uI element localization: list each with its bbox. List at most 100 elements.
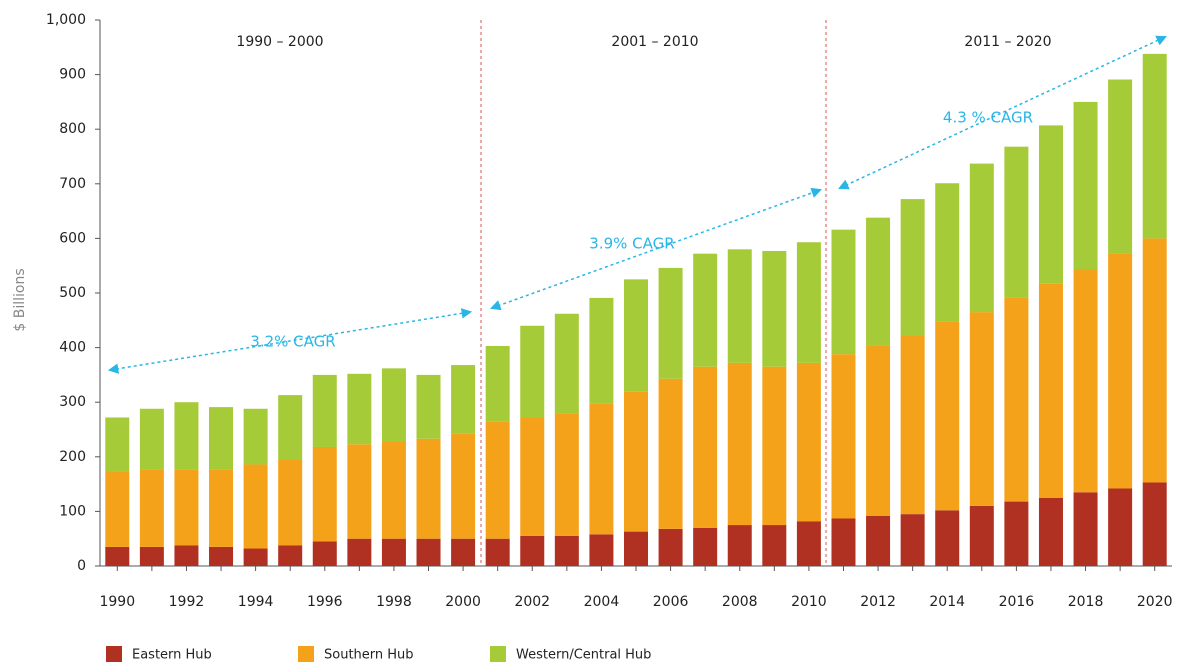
x-tick-label: 2008 bbox=[722, 594, 758, 610]
bar-segment bbox=[1142, 238, 1167, 483]
bar-segment bbox=[1038, 125, 1063, 284]
y-tick-label: 100 bbox=[59, 503, 86, 519]
bar-segment bbox=[1142, 53, 1167, 239]
bar-segment bbox=[866, 515, 891, 566]
bar-segment bbox=[727, 249, 752, 363]
bar-segment bbox=[831, 518, 856, 566]
y-tick-label: 1,000 bbox=[46, 12, 86, 28]
bar-segment bbox=[969, 505, 994, 566]
bar-segment bbox=[935, 321, 960, 511]
y-tick-label: 700 bbox=[59, 176, 86, 192]
bar-segment bbox=[278, 459, 303, 546]
bar-segment bbox=[209, 546, 234, 566]
bar-segment bbox=[485, 345, 510, 422]
bar-segment bbox=[105, 546, 130, 566]
bar-segment bbox=[243, 548, 268, 566]
bar-segment bbox=[831, 354, 856, 519]
bar-segment bbox=[935, 510, 960, 566]
bar-segment bbox=[693, 366, 718, 528]
bar-segment bbox=[347, 373, 372, 445]
bar-segment bbox=[1038, 497, 1063, 566]
bar-segment bbox=[554, 535, 579, 566]
y-tick-label: 800 bbox=[59, 121, 86, 137]
bar-segment bbox=[278, 395, 303, 460]
legend-label: Eastern Hub bbox=[132, 648, 212, 663]
bar-segment bbox=[209, 469, 234, 547]
y-tick-label: 500 bbox=[59, 285, 86, 301]
legend-label: Southern Hub bbox=[324, 648, 414, 663]
bar-segment bbox=[312, 541, 337, 566]
cagr-label: 3.9% CAGR bbox=[589, 235, 674, 253]
x-tick-label: 1994 bbox=[238, 594, 274, 610]
bar-segment bbox=[1108, 79, 1133, 254]
x-tick-label: 2000 bbox=[445, 594, 481, 610]
bar-segment bbox=[935, 183, 960, 322]
legend-swatch bbox=[490, 646, 506, 662]
bar-segment bbox=[1004, 297, 1029, 502]
bar-segment bbox=[624, 279, 648, 392]
y-tick-label: 0 bbox=[77, 558, 86, 574]
x-tick-label: 2014 bbox=[929, 594, 965, 610]
bar-segment bbox=[624, 391, 648, 532]
bar-segment bbox=[796, 362, 821, 522]
bar-segment bbox=[105, 471, 130, 547]
x-tick-label: 2010 bbox=[791, 594, 827, 610]
bar-segment bbox=[900, 514, 925, 566]
legend-swatch bbox=[106, 646, 122, 662]
y-tick-label: 900 bbox=[59, 67, 86, 83]
bar-segment bbox=[589, 534, 614, 566]
bar-segment bbox=[347, 538, 372, 566]
bar-segment bbox=[174, 402, 199, 470]
bar-segment bbox=[1142, 482, 1167, 566]
bar-segment bbox=[520, 535, 545, 566]
bar-segment bbox=[416, 438, 441, 539]
bar-segment bbox=[1108, 253, 1133, 489]
legend-swatch bbox=[298, 646, 314, 662]
cagr-arrow bbox=[107, 308, 473, 374]
bar-segment bbox=[1108, 488, 1133, 566]
bar-segment bbox=[762, 366, 787, 526]
y-tick-label: 200 bbox=[59, 449, 86, 465]
bar-segment bbox=[727, 525, 752, 566]
bar-segment bbox=[866, 345, 891, 516]
x-tick-label: 2016 bbox=[999, 594, 1035, 610]
x-tick-label: 2006 bbox=[653, 594, 689, 610]
bar-segment bbox=[969, 312, 994, 506]
bar-segment bbox=[624, 531, 648, 566]
y-axis-label: $ Billions bbox=[12, 268, 28, 331]
bar-segment bbox=[658, 528, 683, 566]
bar-segment bbox=[451, 538, 476, 566]
bar-segment bbox=[381, 441, 406, 539]
y-tick-label: 600 bbox=[59, 230, 86, 246]
x-tick-label: 2020 bbox=[1137, 594, 1173, 610]
bar-segment bbox=[416, 374, 441, 439]
bar-segment bbox=[451, 433, 476, 539]
bar-segment bbox=[589, 403, 614, 535]
bar-segment bbox=[796, 242, 821, 363]
x-tick-label: 1996 bbox=[307, 594, 343, 610]
bar-segment bbox=[243, 408, 268, 465]
bar-segment bbox=[416, 538, 441, 566]
bar-segment bbox=[900, 335, 925, 515]
x-tick-label: 1992 bbox=[169, 594, 205, 610]
cagr-label: 4.3 % CAGR bbox=[943, 109, 1033, 127]
bar-segment bbox=[451, 365, 476, 434]
bar-segment bbox=[1038, 283, 1063, 498]
x-tick-label: 1998 bbox=[376, 594, 412, 610]
bar-segment bbox=[1073, 101, 1098, 270]
x-tick-label: 2002 bbox=[514, 594, 550, 610]
x-tick-label: 1990 bbox=[99, 594, 135, 610]
bar-segment bbox=[693, 527, 718, 566]
bar-segment bbox=[347, 444, 372, 539]
bar-segment bbox=[209, 407, 234, 470]
bar-segment bbox=[139, 469, 164, 547]
bar-segment bbox=[485, 421, 510, 539]
bar-segment bbox=[174, 469, 199, 546]
bar-segment bbox=[589, 297, 614, 404]
bar-segment bbox=[312, 374, 337, 447]
bar-segment bbox=[900, 199, 925, 336]
bar-segment bbox=[174, 545, 199, 566]
bar-segment bbox=[658, 267, 683, 379]
bar-segment bbox=[554, 413, 579, 536]
